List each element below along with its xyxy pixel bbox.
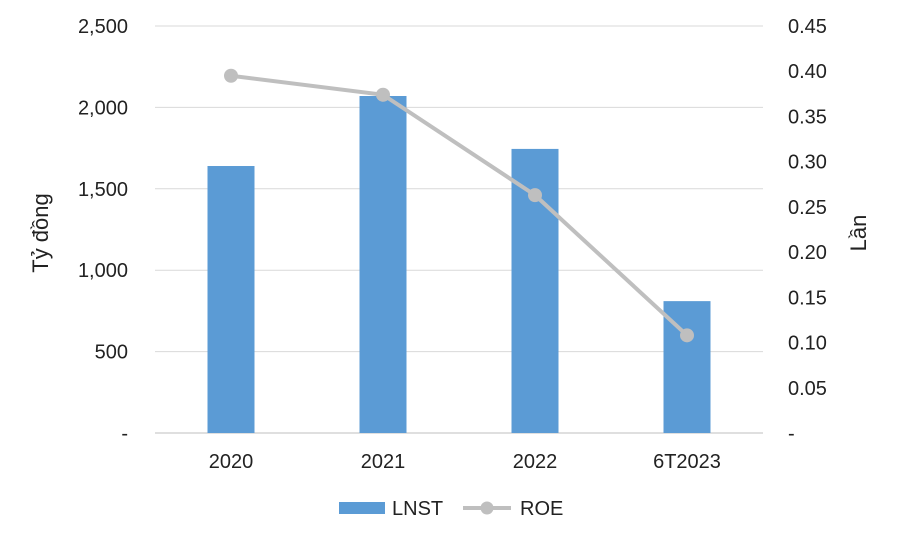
y2-tick-label: 0.05 [788, 378, 827, 400]
point-roe [528, 188, 542, 203]
y-axis-left: - 500 1,000 1,500 2,000 2,500 [78, 16, 128, 445]
y-tick-label: 500 [95, 342, 128, 364]
x-tick-label: 2022 [513, 451, 558, 473]
legend-swatch-lnst [339, 502, 385, 514]
x-tick-label: 2020 [209, 451, 254, 473]
line-series [224, 68, 694, 343]
y2-tick-label: 0.10 [788, 333, 827, 355]
x-tick-label: 2021 [361, 451, 406, 473]
legend-label-lnst: LNST [392, 498, 443, 520]
y2-tick-label: 0.30 [788, 152, 827, 174]
legend-label-roe: ROE [520, 498, 563, 520]
y2-tick-label: 0.25 [788, 197, 827, 219]
y-tick-label: 1,500 [78, 179, 128, 201]
y2-tick-label: 0.35 [788, 106, 827, 128]
y-tick-label: 2,500 [78, 16, 128, 38]
x-tick-label: 6T2023 [653, 451, 721, 473]
point-roe [376, 87, 390, 102]
x-axis: 2020 2021 2022 6T2023 [209, 451, 721, 473]
y2-tick-label: 0.45 [788, 16, 827, 38]
legend-swatch-roe-marker [480, 501, 494, 515]
y2-tick-label: 0.15 [788, 287, 827, 309]
bar-lnst [359, 96, 407, 433]
gridlines [155, 25, 763, 434]
point-roe [680, 328, 694, 343]
point-roe [224, 68, 238, 83]
y-axis-right: - 0.05 0.10 0.15 0.20 0.25 0.30 0.35 0.40 0.45 [788, 16, 827, 445]
legend: LNST ROE [339, 498, 563, 520]
y-tick-label: - [121, 423, 128, 445]
y-tick-label: 1,000 [78, 260, 128, 282]
bar-lnst [207, 166, 255, 433]
y2-tick-label: - [788, 423, 795, 445]
y2-tick-label: 0.40 [788, 61, 827, 83]
bar-series [207, 96, 711, 433]
y-axis-title: Tỷ đồng [28, 193, 53, 273]
y2-axis-title: Lần [846, 215, 871, 252]
y2-tick-label: 0.20 [788, 242, 827, 264]
line-roe [230, 73, 689, 337]
y-tick-label: 2,000 [78, 97, 128, 119]
